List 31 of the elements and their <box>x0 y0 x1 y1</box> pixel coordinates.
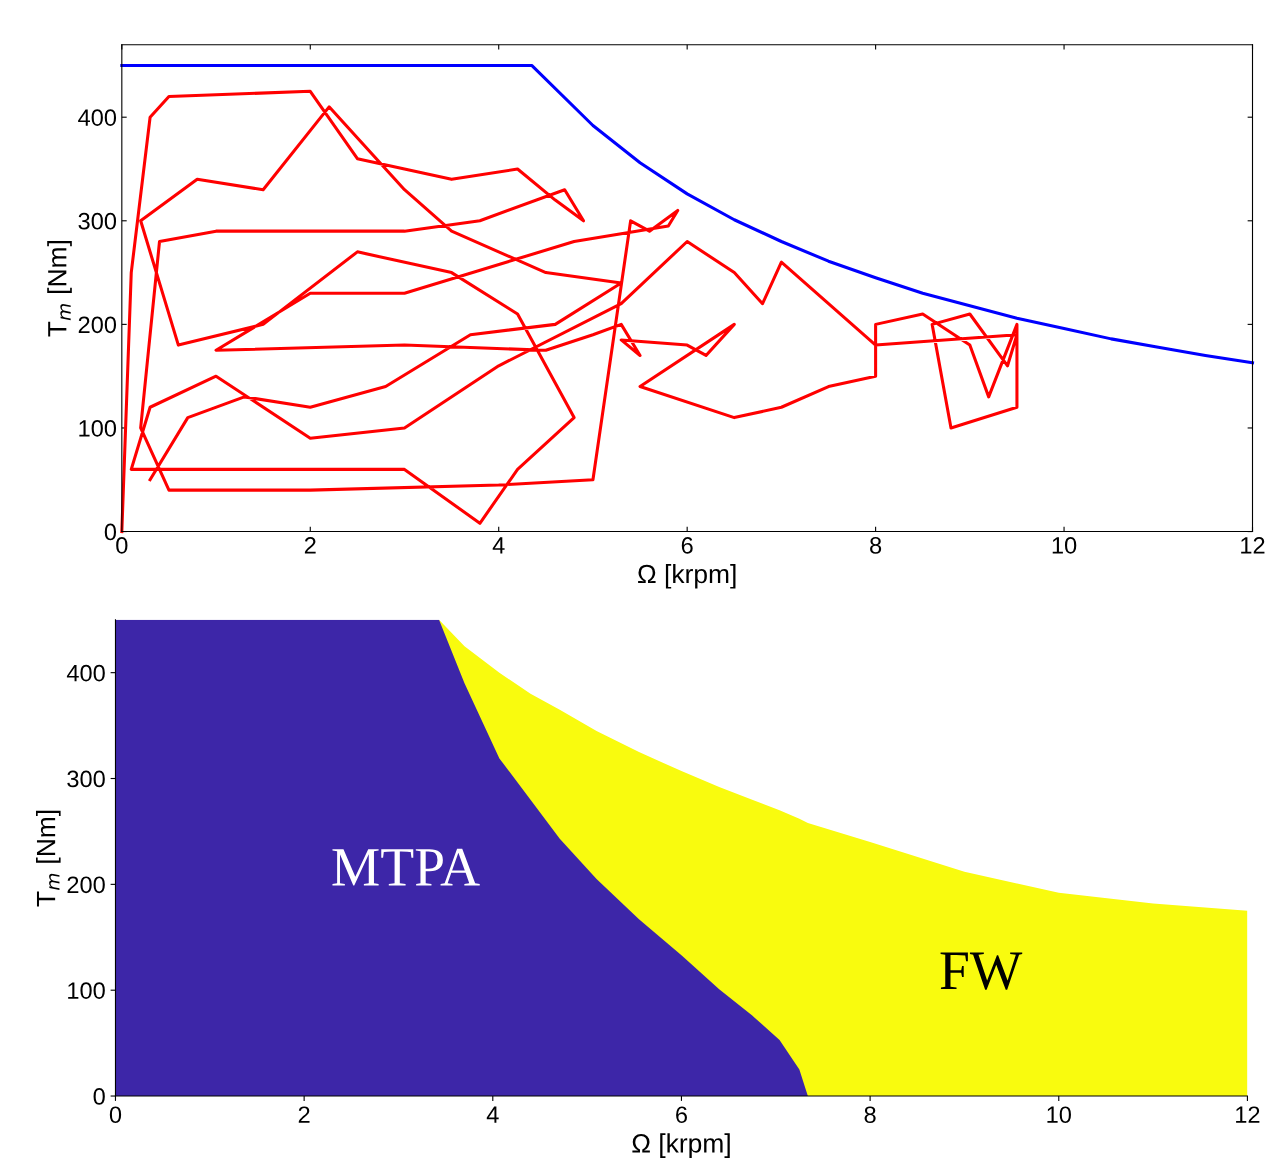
x-tick-label: 4 <box>492 537 505 554</box>
x-tick-label: 12 <box>1236 1106 1260 1123</box>
x-tick-label: 12 <box>1241 537 1265 554</box>
x-tick-label: 8 <box>864 1106 876 1124</box>
y-axis-title: T$_{m}$ [Nm] <box>36 810 61 907</box>
x-tick-label: 0 <box>116 537 128 554</box>
y-axis-title: T$_{m}$ [Nm] <box>47 240 72 337</box>
x-tick-label: 6 <box>676 1106 687 1124</box>
y-tick-label: 0 <box>93 1088 105 1105</box>
y-tick-label: 200 <box>78 316 117 334</box>
y-tick-label: 100 <box>68 982 105 999</box>
x-tick-label: 10 <box>1047 1106 1071 1124</box>
y-tick-label: 400 <box>78 109 117 126</box>
line-series <box>120 63 1255 365</box>
y-tick-label: 100 <box>79 420 117 437</box>
series-label: MTPA <box>332 848 480 886</box>
line-series <box>120 89 1019 534</box>
y-tick-label: 0 <box>104 523 117 541</box>
x-tick-label: 2 <box>298 1106 310 1123</box>
x-tick-label: 4 <box>486 1106 499 1123</box>
x-axis-title: Ω [krpm] <box>632 1133 730 1158</box>
x-axis-title: Ω [krpm] <box>638 563 736 589</box>
y-tick-label: 300 <box>67 770 105 788</box>
y-tick-label: 200 <box>67 876 105 894</box>
x-tick-label: 8 <box>870 537 882 554</box>
y-tick-label: 400 <box>66 664 105 682</box>
x-tick-label: 10 <box>1052 537 1077 554</box>
x-tick-label: 2 <box>304 537 316 554</box>
x-tick-label: 6 <box>681 537 693 554</box>
series-label: FW <box>940 952 1023 990</box>
y-tick-label: 300 <box>78 212 117 230</box>
